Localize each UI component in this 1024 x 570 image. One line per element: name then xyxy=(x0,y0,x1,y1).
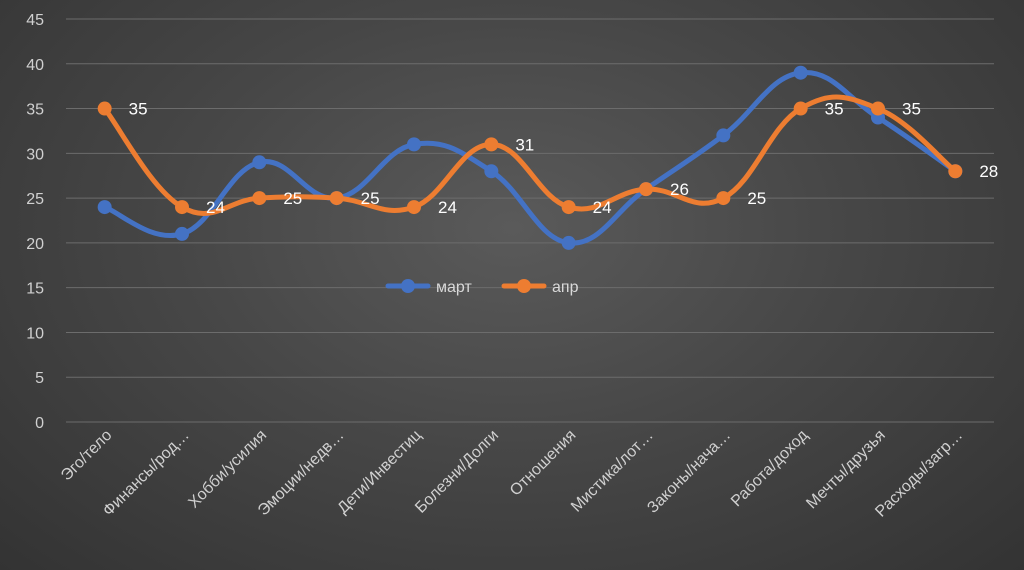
x-tick-label: Дети/Инвестиц xyxy=(334,427,424,517)
data-point xyxy=(407,137,421,152)
legend: март апр xyxy=(385,279,579,296)
data-point xyxy=(97,101,112,116)
y-tick-label: 10 xyxy=(26,325,44,342)
data-label: 35 xyxy=(129,100,148,119)
series-0 xyxy=(97,65,963,250)
series-line xyxy=(102,94,958,216)
data-point xyxy=(252,191,267,206)
data-point xyxy=(561,235,576,250)
data-point xyxy=(561,200,576,215)
legend-item: апр xyxy=(501,279,579,296)
x-tick-label: Хобби/усилия xyxy=(185,427,270,512)
y-tick-label: 5 xyxy=(35,370,44,387)
y-axis: 0 5 10 15 20 25 30 35 40 45 xyxy=(26,12,44,432)
x-axis: Эго/телоФинансы/род…Хобби/усилияЭмоции/н… xyxy=(58,426,966,520)
legend-item: март xyxy=(385,279,472,296)
y-tick-label: 0 xyxy=(35,415,44,432)
data-label: 25 xyxy=(361,189,380,208)
legend-marker xyxy=(401,279,415,293)
x-tick-label: Отношения xyxy=(507,427,580,500)
y-tick-label: 40 xyxy=(26,57,44,74)
data-point xyxy=(871,101,885,116)
data-point xyxy=(793,101,808,116)
data-point xyxy=(793,65,808,80)
x-tick-label: Мистика/лот… xyxy=(568,427,657,516)
data-label: 25 xyxy=(283,189,302,208)
data-point xyxy=(716,128,731,143)
legend-label: март xyxy=(436,279,472,296)
data-point xyxy=(252,155,267,170)
legend-label: апр xyxy=(552,279,579,296)
y-tick-label: 30 xyxy=(26,146,44,163)
data-point xyxy=(716,191,731,206)
x-tick-label: Эго/тело xyxy=(58,427,116,485)
data-point xyxy=(948,164,963,179)
data-point xyxy=(484,164,499,179)
data-point xyxy=(329,191,344,206)
data-label: 26 xyxy=(670,180,689,199)
data-point xyxy=(175,200,189,215)
data-point xyxy=(639,182,653,197)
y-tick-label: 45 xyxy=(26,12,44,29)
y-tick-label: 15 xyxy=(26,281,44,298)
data-label: 35 xyxy=(902,100,921,119)
data-point xyxy=(97,200,112,215)
data-point xyxy=(407,200,421,215)
data-label: 35 xyxy=(825,100,844,119)
data-label: 24 xyxy=(593,198,612,217)
data-label: 25 xyxy=(747,189,766,208)
series-group xyxy=(97,65,963,250)
y-tick-label: 35 xyxy=(26,102,44,119)
legend-marker xyxy=(517,279,531,293)
x-tick-label: Мечты/друзья xyxy=(803,427,888,512)
series-1 xyxy=(97,94,963,216)
x-tick-label: Законы/нача… xyxy=(644,427,734,517)
data-label: 28 xyxy=(979,162,998,181)
data-label: 24 xyxy=(438,198,457,217)
y-tick-label: 20 xyxy=(26,236,44,253)
data-labels: 35 24 25 25 24 31 24 26 25 35 35 28 xyxy=(129,100,999,218)
data-point xyxy=(175,226,189,241)
y-tick-label: 25 xyxy=(26,191,44,208)
data-point xyxy=(484,137,499,152)
x-tick-label: Финансы/род… xyxy=(100,427,193,520)
x-tick-label: Болезни/Долги xyxy=(412,427,502,517)
data-label: 31 xyxy=(515,135,534,154)
x-tick-label: Работа/доход xyxy=(728,426,812,510)
data-label: 24 xyxy=(206,198,225,217)
